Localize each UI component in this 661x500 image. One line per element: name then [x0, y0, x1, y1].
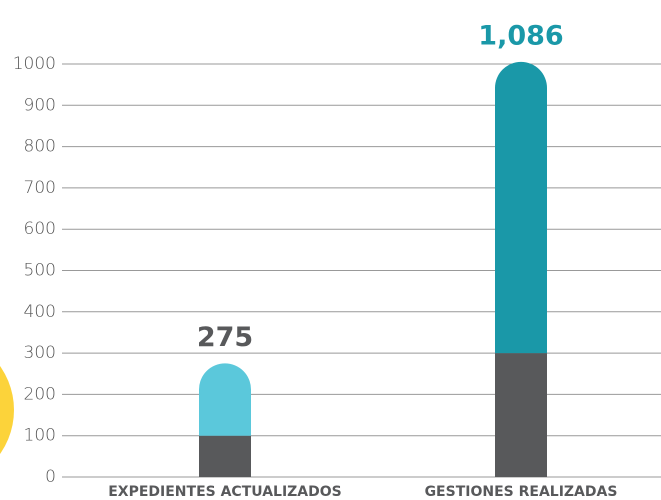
y-tick-label: 500	[24, 261, 56, 281]
y-tick-label: 100	[24, 426, 56, 446]
bar-segment	[495, 353, 547, 477]
y-tick-label: 900	[24, 95, 56, 115]
bar-segment	[495, 61, 547, 354]
y-tick-label: 0	[45, 467, 56, 487]
bar-segment	[199, 363, 251, 436]
y-tick-label: 800	[24, 137, 56, 157]
bar-segment	[199, 435, 251, 477]
decoration	[0, 366, 14, 454]
data-label: 1,086	[478, 20, 563, 51]
y-tick-label: 300	[24, 343, 56, 363]
y-tick-label: 400	[24, 302, 56, 322]
y-tick-label: 1000	[13, 54, 56, 74]
data-label: 275	[197, 322, 253, 353]
y-tick-label: 700	[24, 178, 56, 198]
x-tick-label: GESTIONES REALIZADAS	[425, 484, 618, 500]
y-tick-label: 200	[24, 384, 56, 404]
x-tick-label: EXPEDIENTES ACTUALIZADOS	[108, 484, 342, 500]
y-tick-label: 600	[24, 219, 56, 239]
